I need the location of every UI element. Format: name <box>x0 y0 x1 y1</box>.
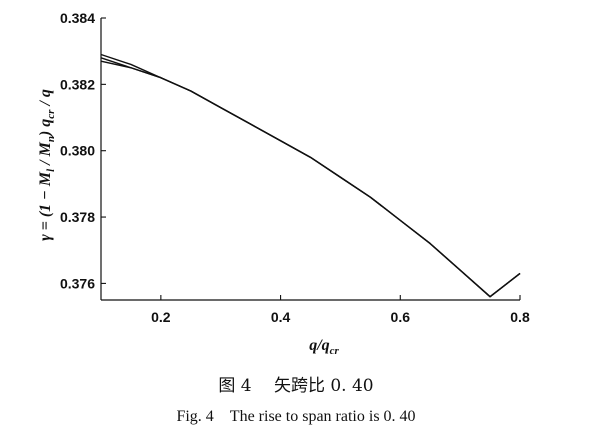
y-axis-title: γ = (1 − Ml / Mn) qcr / q <box>37 89 57 241</box>
axis-titles: q/qcr γ = (1 − Ml / Mn) qcr / q <box>37 89 340 357</box>
figure-caption-english: Fig. 4 The rise to span ratio is 0. 40 <box>176 408 416 425</box>
series-group <box>100 53 521 298</box>
series-line-1 <box>100 53 521 298</box>
x-axis-title: q/qcr <box>309 337 339 357</box>
figure-caption-chinese: 图 4 矢跨比 0. 40 <box>218 376 374 396</box>
y-tick-label: 0.376 <box>60 275 95 291</box>
line-chart: 0.376 0.378 0.380 0.382 0.384 0.2 0.4 0.6 0.8 q/… <box>37 10 530 357</box>
y-tick-label: 0.380 <box>60 143 95 159</box>
series-line-2 <box>100 57 521 298</box>
x-tick-label: 0.8 <box>510 309 530 325</box>
y-tick-label: 0.378 <box>60 209 95 225</box>
axes <box>100 18 520 301</box>
x-tick-label: 0.4 <box>271 309 291 325</box>
y-tick-label: 0.384 <box>60 10 95 26</box>
x-tick-label: 0.6 <box>391 309 411 325</box>
series-line-3 <box>100 60 521 298</box>
x-tick-label: 0.2 <box>151 309 171 325</box>
y-tick-label: 0.382 <box>60 76 95 92</box>
ticks: 0.376 0.378 0.380 0.382 0.384 0.2 0.4 0.6 0.8 <box>60 10 530 325</box>
